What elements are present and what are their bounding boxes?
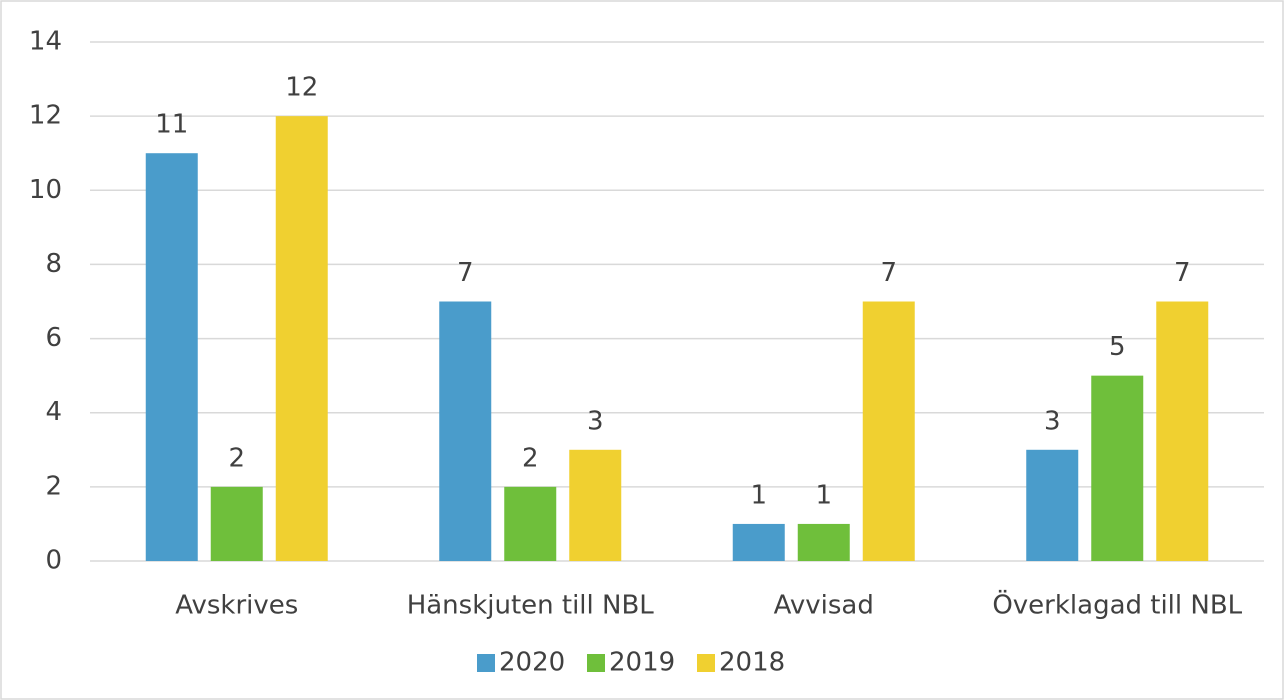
data-label: 7 (457, 258, 474, 288)
data-label: 3 (1044, 406, 1061, 436)
legend-label: 2020 (499, 648, 565, 678)
data-label: 12 (285, 73, 318, 103)
y-tick-label: 6 (45, 323, 62, 353)
bar (1026, 449, 1079, 561)
y-tick-label: 8 (45, 249, 62, 279)
data-label: 5 (1109, 332, 1126, 362)
x-tick-label: Avskrives (175, 591, 298, 621)
y-tick-label: 4 (45, 397, 62, 427)
y-tick-label: 10 (29, 175, 62, 205)
data-label: 1 (750, 480, 767, 510)
legend-label: 2018 (719, 648, 785, 678)
bar (862, 301, 915, 561)
data-label: 1 (815, 480, 832, 510)
y-tick-label: 2 (45, 471, 62, 501)
x-tick-label: Överklagad till NBL (992, 589, 1242, 621)
bar (210, 486, 263, 561)
data-label: 11 (155, 110, 188, 140)
data-label: 2 (228, 443, 245, 473)
bar (1091, 375, 1144, 561)
bar (145, 153, 198, 561)
bar (569, 449, 622, 561)
y-tick-label: 0 (45, 546, 62, 576)
bar (275, 116, 328, 562)
data-label: 7 (1174, 258, 1191, 288)
x-tick-label: Avvisad (774, 591, 874, 621)
data-label: 2 (522, 443, 539, 473)
legend-swatch (697, 654, 715, 672)
legend-label: 2019 (609, 648, 675, 678)
bar (797, 523, 850, 561)
bar (504, 486, 557, 561)
bar (1156, 301, 1209, 561)
data-label: 7 (880, 258, 897, 288)
legend-swatch (587, 654, 605, 672)
data-label: 3 (587, 406, 604, 436)
bar (732, 523, 785, 561)
bar (439, 301, 492, 561)
y-tick-label: 14 (29, 27, 62, 57)
legend-swatch (477, 654, 495, 672)
y-tick-label: 12 (29, 101, 62, 131)
x-tick-label: Hänskjuten till NBL (407, 591, 655, 621)
